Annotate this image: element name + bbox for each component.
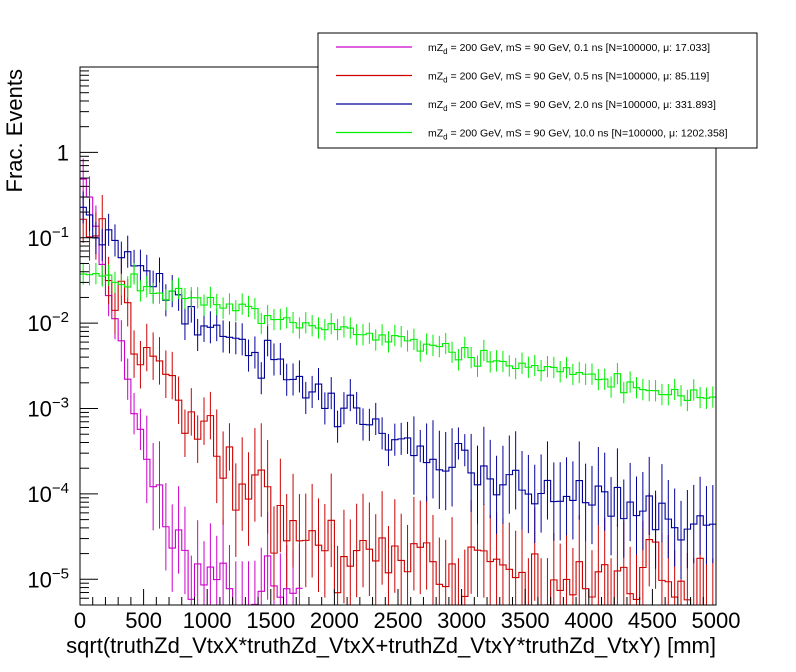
x-axis-title: sqrt(truthZd_VtxX*truthZd_VtxX+truthZd_V… [66,633,716,658]
series-line [80,273,716,402]
legend-label: mZd = 200 GeV, mS = 90 GeV, 0.1 ns [N=10… [428,42,710,56]
series-line [80,178,303,606]
legend-label: mZd = 200 GeV, mS = 90 GeV, 2.0 ns [N=10… [428,99,716,113]
x-tick-label: 1500 [246,608,295,633]
series-line [80,206,716,541]
y-tick-label: 10−3 [27,395,69,422]
x-tick-label: 1000 [183,608,232,633]
x-tick-label: 0 [74,608,86,633]
legend-box [317,32,758,149]
x-tick-label: 500 [125,608,162,633]
x-tick-label: 3500 [501,608,550,633]
y-axis-title: Frac. Events [2,69,27,192]
series-10-0-ns [80,262,716,412]
y-tick-label: 10−2 [27,309,69,336]
series-0-1-ns [80,158,303,606]
y-tick-label: 1 [57,140,69,165]
legend-label: mZd = 200 GeV, mS = 90 GeV, 0.5 ns [N=10… [428,71,709,85]
y-axis: 1 10−1 10−2 10−3 10−4 10−5 [27,66,98,599]
x-tick-label: 2500 [374,608,423,633]
series-line [80,218,716,606]
x-axis: 0 500 1000 1500 2000 2500 3000 3500 4000 4500 5000 [74,589,741,633]
legend-label: mZd = 200 GeV, mS = 90 GeV, 10.0 ns [N=1… [428,128,728,142]
legend: mZd = 200 GeV, mS = 90 GeV, 0.1 ns [N=10… [317,32,758,149]
x-tick-label: 2000 [310,608,359,633]
x-tick-label: 3000 [437,608,486,633]
y-tick-label: 10−1 [27,224,69,251]
y-tick-label: 10−4 [27,480,69,507]
y-tick-label: 10−5 [27,565,69,592]
x-tick-label: 5000 [692,608,741,633]
x-tick-label: 4500 [628,608,677,633]
x-tick-label: 4000 [564,608,613,633]
series-layer [80,158,716,606]
